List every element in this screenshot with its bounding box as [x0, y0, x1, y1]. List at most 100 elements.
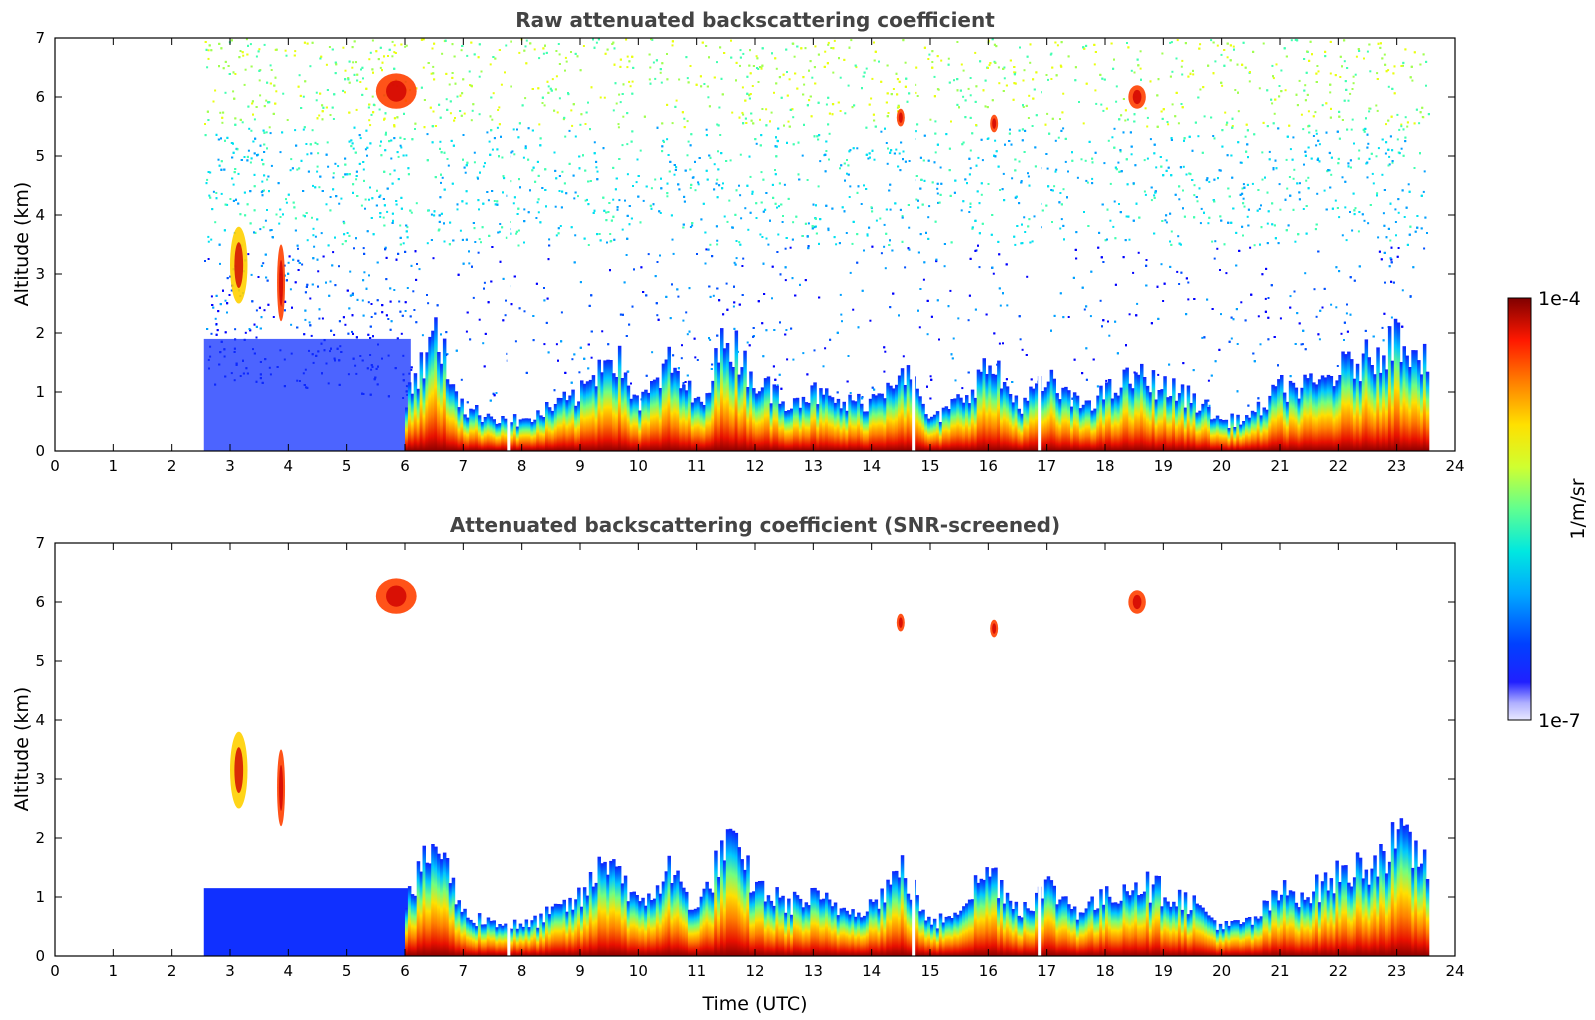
noise-pixel [945, 133, 948, 136]
noise-pixel [564, 135, 567, 138]
noise-pixel [1122, 98, 1125, 100]
noise-pixel [607, 343, 610, 346]
noise-pixel [1057, 136, 1060, 139]
noise-pixel [265, 131, 268, 134]
noise-pixel [243, 156, 246, 158]
noise-pixel [902, 355, 905, 358]
noise-pixel [224, 139, 226, 142]
noise-pixel [1213, 257, 1216, 260]
noise-pixel [994, 61, 997, 64]
noise-pixel [351, 46, 354, 49]
noise-pixel [819, 160, 822, 163]
noise-pixel [564, 371, 567, 374]
noise-pixel [478, 43, 481, 46]
noise-pixel [303, 333, 306, 336]
noise-pixel [993, 43, 996, 46]
noise-pixel [537, 174, 540, 177]
noise-pixel [1376, 72, 1379, 75]
noise-pixel [426, 294, 428, 296]
noise-pixel [492, 392, 495, 395]
noise-pixel [1031, 240, 1034, 243]
noise-pixel [825, 140, 828, 143]
noise-pixel [682, 226, 685, 229]
noise-pixel [1329, 72, 1332, 75]
noise-pixel [1296, 312, 1299, 315]
noise-pixel [922, 278, 925, 281]
noise-pixel [694, 189, 697, 192]
noise-pixel [839, 110, 842, 112]
noise-pixel [1113, 200, 1116, 203]
noise-pixel [998, 82, 1001, 85]
noise-pixel [1272, 167, 1275, 169]
noise-pixel [760, 171, 763, 174]
noise-pixel [322, 255, 325, 258]
noise-pixel [1111, 136, 1114, 139]
noise-pixel [355, 237, 357, 240]
noise-pixel [378, 195, 381, 198]
noise-pixel [470, 41, 473, 44]
noise-pixel [1297, 233, 1300, 236]
noise-pixel [639, 221, 642, 224]
noise-pixel [496, 126, 499, 129]
noise-pixel [1167, 166, 1170, 169]
noise-pixel [1351, 118, 1354, 121]
noise-pixel [1241, 192, 1244, 195]
noise-pixel [748, 64, 751, 67]
noise-pixel [1027, 225, 1030, 228]
noise-pixel [1227, 187, 1230, 190]
noise-pixel [1061, 111, 1064, 114]
noise-pixel [961, 143, 964, 146]
noise-pixel [1336, 207, 1339, 209]
noise-pixel [269, 82, 272, 85]
noise-pixel [1329, 40, 1332, 43]
noise-pixel [899, 208, 902, 211]
noise-pixel [616, 206, 619, 209]
noise-pixel [947, 57, 950, 60]
noise-pixel [459, 94, 462, 97]
noise-pixel [355, 170, 358, 173]
noise-pixel [314, 186, 317, 189]
noise-pixel [611, 43, 614, 45]
noise-pixel [610, 240, 613, 243]
noise-pixel [939, 166, 942, 169]
noise-pixel [1305, 179, 1308, 182]
noise-pixel [1031, 125, 1034, 127]
noise-pixel [752, 327, 755, 329]
noise-pixel [209, 171, 212, 174]
noise-pixel [564, 56, 567, 59]
noise-pixel [332, 118, 335, 120]
noise-pixel [1071, 151, 1073, 154]
noise-pixel [237, 202, 240, 205]
noise-pixel [1377, 147, 1380, 150]
noise-pixel [1235, 231, 1238, 234]
noise-pixel [1171, 70, 1174, 73]
noise-pixel [483, 365, 486, 368]
noise-pixel [558, 97, 561, 100]
noise-pixel [621, 228, 624, 231]
noise-pixel [500, 135, 502, 138]
noise-pixel [406, 236, 409, 239]
noise-pixel [514, 340, 517, 343]
noise-pixel [258, 69, 261, 72]
noise-pixel [462, 134, 465, 136]
noise-pixel [1011, 177, 1014, 180]
noise-pixel [1400, 65, 1403, 67]
noise-pixel [393, 125, 396, 128]
noise-pixel [383, 55, 385, 58]
noise-pixel [395, 200, 398, 202]
noise-pixel [310, 334, 313, 337]
noise-pixel [1005, 84, 1008, 87]
noise-pixel [755, 142, 758, 145]
noise-pixel [524, 97, 527, 100]
noise-pixel [221, 121, 224, 124]
noise-pixel [234, 328, 237, 331]
noise-pixel [813, 349, 816, 352]
noise-pixel [1330, 107, 1332, 110]
noise-pixel [449, 221, 452, 224]
noise-pixel [391, 212, 394, 215]
noise-pixel [332, 176, 335, 179]
noise-pixel [893, 152, 896, 155]
noise-pixel [432, 65, 435, 68]
noise-pixel [356, 73, 359, 76]
noise-pixel [587, 203, 590, 206]
